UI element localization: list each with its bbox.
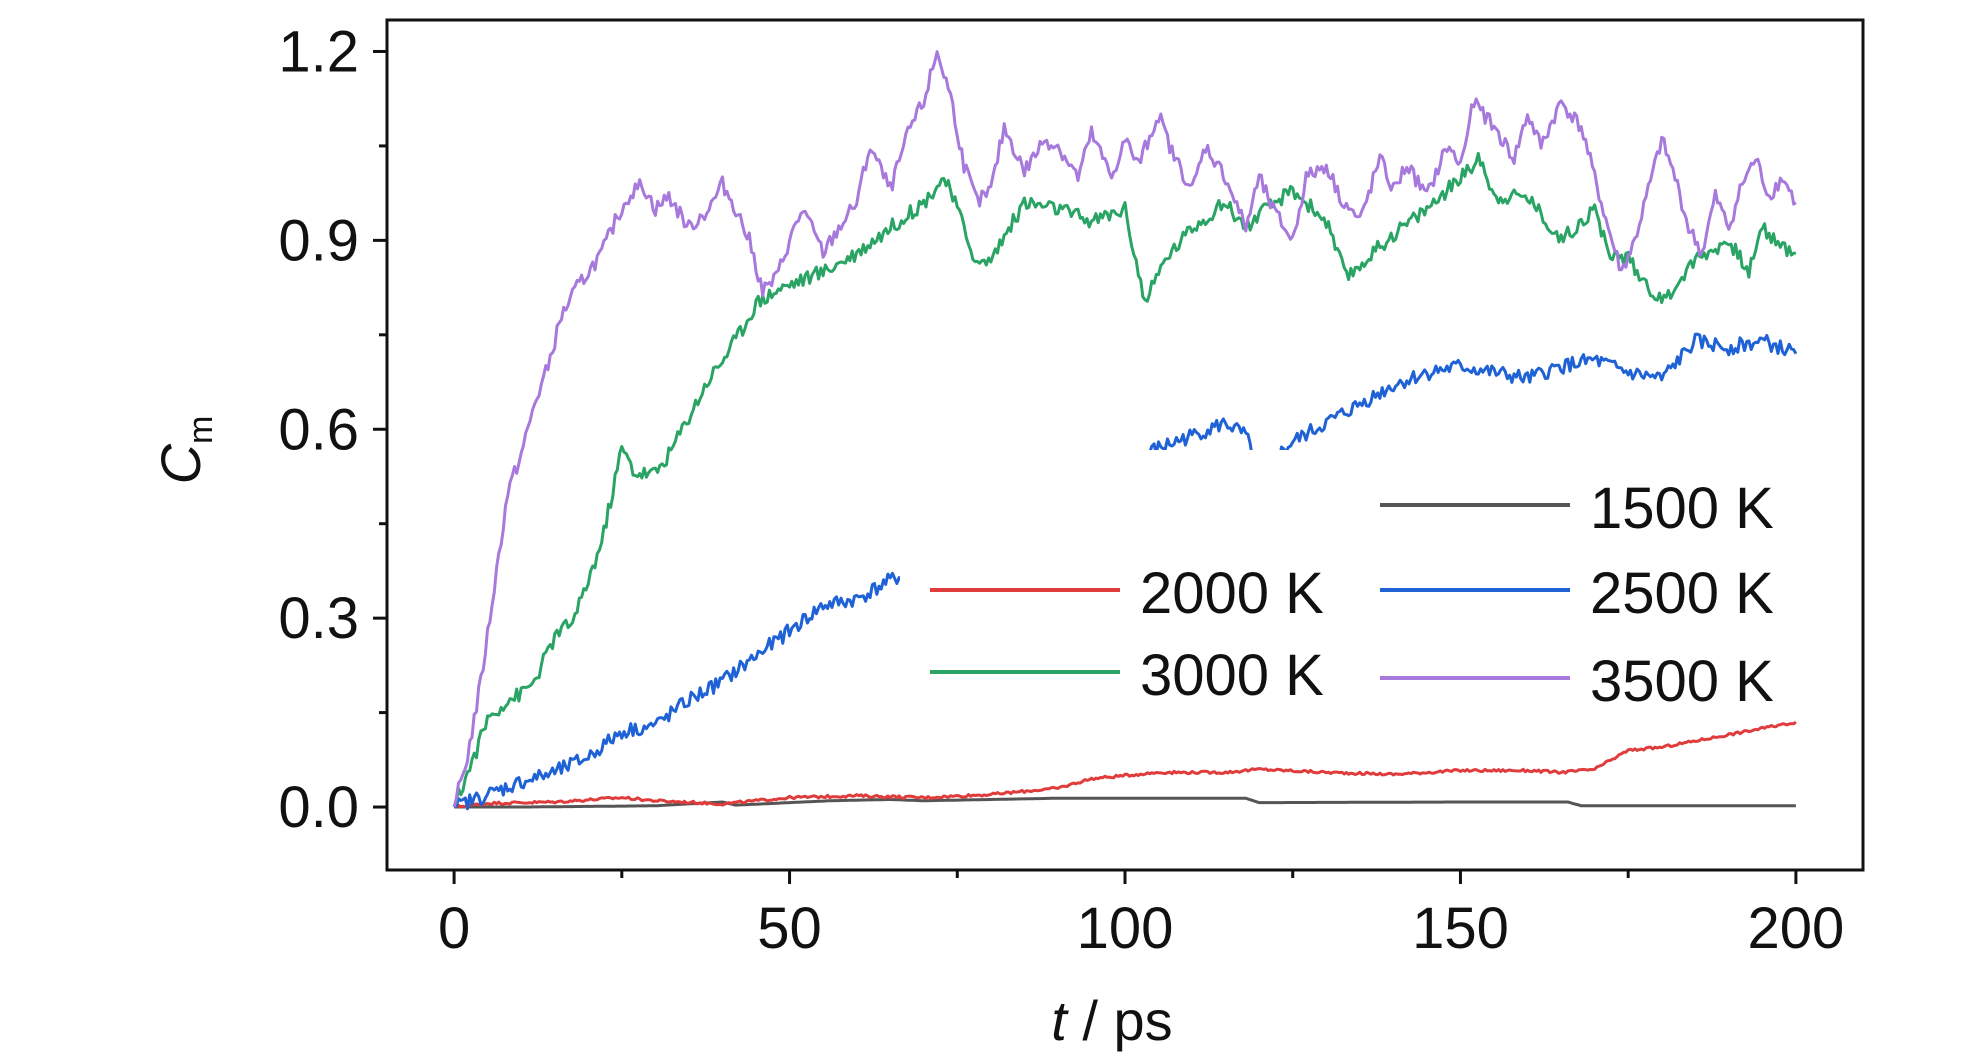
y-tick-label: 0.9 xyxy=(278,208,359,273)
series-line-3500-k xyxy=(452,50,1797,808)
y-axis-label-main: C xyxy=(149,443,212,484)
y-axis-label: Cm xyxy=(149,416,220,485)
series-line-1500-k xyxy=(454,796,1796,809)
tick-layer: 0 50 100 150 200 0.0 0.3 0.6 0.9 1.2 xyxy=(278,19,1844,961)
x-axis-label: t / ps xyxy=(1051,989,1172,1052)
legend-label-1500-k: 1500 K xyxy=(1590,476,1774,541)
x-axis-label-rest: / ps xyxy=(1067,989,1173,1052)
y-axis-title: Cm xyxy=(149,416,220,485)
plot-frame xyxy=(385,18,1865,872)
y-tick-label: 0.0 xyxy=(278,775,359,840)
series-line-2000-k xyxy=(453,720,1797,809)
x-tick-label: 50 xyxy=(757,896,822,961)
x-tick-label: 200 xyxy=(1748,896,1845,961)
y-tick-label: 0.3 xyxy=(278,586,359,651)
x-tick-label: 150 xyxy=(1412,896,1509,961)
x-tick-label: 0 xyxy=(438,896,470,961)
legend-label-3500-k: 3500 K xyxy=(1590,649,1774,714)
legend-label-2500-k: 2500 K xyxy=(1590,561,1774,626)
legend-background-top xyxy=(1355,450,1780,530)
plot-area: 0 50 100 150 200 0.0 0.3 0.6 0.9 1.2 xyxy=(278,18,1865,961)
y-axis-label-sub: m xyxy=(182,416,220,444)
legend-label-3000-k: 3000 K xyxy=(1140,643,1324,708)
series-line-3000-k xyxy=(452,151,1797,808)
x-axis-label-italic: t xyxy=(1051,989,1069,1052)
x-tick-label: 100 xyxy=(1077,896,1174,961)
y-tick-label: 1.2 xyxy=(278,19,359,84)
legend-label-2000-k: 2000 K xyxy=(1140,561,1324,626)
x-axis-title: t / ps xyxy=(1051,989,1172,1052)
y-tick-label: 0.6 xyxy=(278,397,359,462)
legend: 1500 K 2000 K 2500 K 3000 K 3500 K xyxy=(900,450,1780,720)
